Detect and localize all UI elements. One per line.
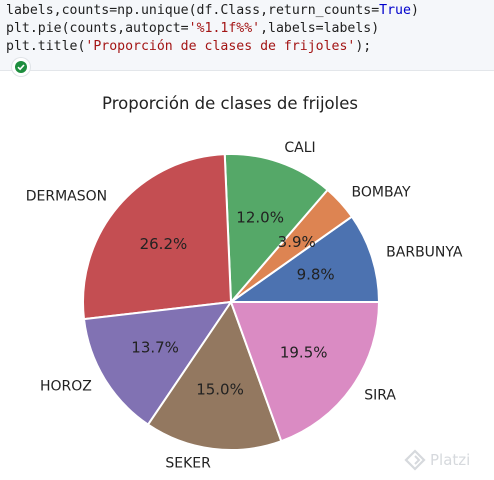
platzi-logo-icon (404, 449, 426, 471)
pct-label-cali: 12.0% (236, 209, 284, 227)
pie-slice-dermason (82, 153, 233, 321)
pct-label-sira: 19.5% (280, 344, 328, 362)
chart-title: Proporción de clases de frijoles (102, 94, 358, 113)
pie-slice-barbunya (227, 215, 381, 303)
pie-slice-seker (146, 299, 283, 451)
pie-chart: Proporción de clases de frijoles BARBUNY… (26, 94, 463, 472)
slice-label-barbunya: BARBUNYA (386, 245, 463, 261)
pct-label-barbunya: 9.8% (297, 266, 335, 284)
watermark: Platzi (404, 448, 470, 472)
slice-label-sira: SIRA (364, 388, 396, 404)
slice-label-bombay: BOMBAY (351, 185, 411, 201)
code-line-1: labels,counts=np.unique(df.Class,return_… (6, 3, 419, 18)
slice-label-horoz: HOROZ (40, 379, 92, 395)
watermark-text: Platzi (430, 451, 471, 469)
code-line-3: plt.title('Proporción de clases de frijo… (6, 39, 372, 54)
pie-slice-cali (223, 153, 329, 305)
slice-label-seker: SEKER (165, 456, 211, 472)
pct-label-dermason: 26.2% (140, 235, 188, 253)
check-circle-icon (12, 58, 30, 76)
pie-slice-horoz (82, 300, 234, 426)
pie-slice-sira (229, 301, 381, 443)
slice-label-cali: CALI (284, 140, 315, 156)
pct-label-horoz: 13.7% (131, 339, 179, 357)
slice-label-dermason: DERMASON (26, 188, 107, 204)
code-cell[interactable]: labels,counts=np.unique(df.Class,return_… (0, 0, 494, 76)
code-line-2: plt.pie(counts,autopct='%1.1f%%',labels=… (6, 21, 380, 36)
pct-label-bombay: 3.9% (278, 233, 316, 251)
pct-label-seker: 15.0% (196, 381, 244, 399)
